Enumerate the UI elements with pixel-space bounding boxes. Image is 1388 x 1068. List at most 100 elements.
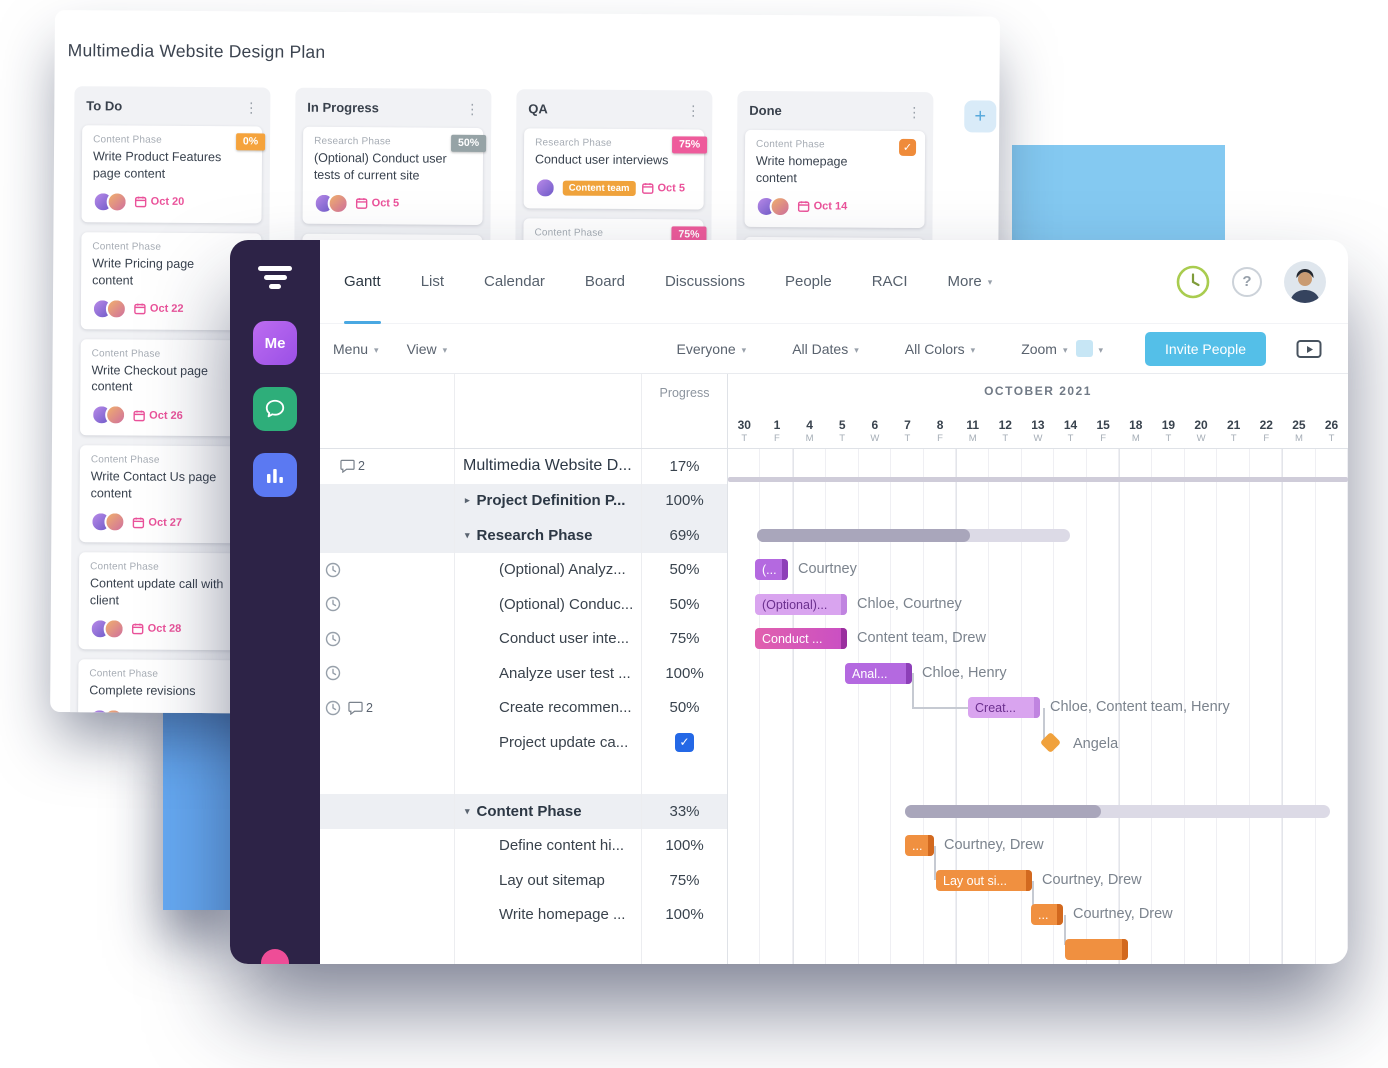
kanban-column-done: Done ⋮ Content Phase Write homepage cont…	[735, 90, 934, 331]
view-dropdown[interactable]: View	[407, 341, 448, 357]
card-phase-label: Content Phase	[90, 454, 160, 466]
task-progress: 100%	[665, 664, 704, 682]
sidebar-me-button[interactable]: Me	[253, 321, 297, 365]
clock-icon[interactable]	[325, 665, 341, 681]
tab-people[interactable]: People	[784, 273, 832, 290]
kanban-card[interactable]: Content Phase Write Pricing page content…	[80, 231, 262, 330]
due-date: Oct 28	[147, 622, 182, 636]
collapse-arrow-icon[interactable]	[465, 530, 470, 541]
collapse-arrow-icon[interactable]	[465, 495, 470, 506]
clock-icon[interactable]	[325, 700, 341, 716]
task-name: Lay out sitemap	[499, 871, 605, 889]
task-bar[interactable]: Anal...	[845, 663, 912, 684]
chevron-down-icon	[1057, 341, 1068, 357]
invite-people-button[interactable]: Invite People	[1145, 331, 1266, 366]
tab-discussions[interactable]: Discussions	[664, 273, 745, 290]
gantt-row-task[interactable]: Define content hi... 100%	[320, 828, 728, 863]
kanban-card[interactable]: Content Phase Write Checkout page conten…	[80, 338, 261, 437]
dependency-connector	[1032, 881, 1034, 911]
menu-dropdown[interactable]: Menu	[333, 341, 379, 357]
gantt-row-group[interactable]: Project Definition P... 100%	[320, 483, 728, 518]
gantt-row-task[interactable]: Lay out sitemap 75%	[320, 863, 728, 898]
task-bar[interactable]: ...	[1031, 904, 1063, 925]
due-date: Oct 14	[813, 200, 848, 213]
done-checkbox-icon	[899, 138, 917, 157]
user-avatar[interactable]	[1284, 260, 1326, 303]
people-filter-dropdown[interactable]: Everyone	[677, 341, 747, 357]
kanban-card[interactable]: 50% Research Phase (Optional) Conduct us…	[302, 126, 487, 225]
gantt-row-project[interactable]: 2 Multimedia Website D... 17%	[320, 449, 728, 484]
help-icon[interactable]: ?	[1232, 266, 1262, 297]
kanban-card[interactable]: Content Phase Write Contact Us page cont…	[79, 445, 260, 544]
gantt-row-task[interactable]: Project update ca...	[320, 725, 728, 760]
video-tutorial-icon[interactable]	[1296, 338, 1322, 360]
time-tracking-icon[interactable]	[1176, 265, 1210, 299]
calendar-icon	[134, 303, 146, 315]
colors-filter-dropdown[interactable]: All Colors	[905, 341, 975, 357]
zoom-dropdown[interactable]: Zoom	[1021, 340, 1103, 357]
clock-icon[interactable]	[325, 562, 341, 578]
gantt-row-task[interactable]: Write homepage ... 100%	[320, 897, 728, 932]
column-menu-icon[interactable]: ⋮	[465, 100, 480, 117]
avatar	[106, 191, 128, 213]
dates-filter-dropdown[interactable]: All Dates	[792, 341, 859, 357]
task-bar[interactable]: Creat...	[968, 697, 1040, 718]
column-menu-icon[interactable]: ⋮	[244, 98, 259, 115]
group-summary-bar[interactable]	[757, 529, 1070, 542]
calendar-icon	[131, 713, 143, 719]
dependency-connector	[1043, 708, 1045, 741]
task-checkbox[interactable]	[675, 732, 694, 752]
add-column-button[interactable]: +	[964, 100, 997, 133]
task-bar[interactable]	[1065, 939, 1128, 960]
sidebar-reports-button[interactable]	[253, 453, 297, 497]
tab-list[interactable]: List	[420, 273, 445, 290]
kanban-column-qa: QA ⋮ 75% Research Phase Conduct user int…	[514, 89, 713, 313]
gantt-row-task[interactable]: (Optional) Analyz... 50%	[320, 552, 728, 587]
card-title: (Optional) Conduct user tests of current…	[313, 150, 447, 183]
sidebar-chat-button[interactable]	[253, 387, 297, 431]
gantt-row-task[interactable]: 2 Create recommen... 50%	[320, 690, 728, 725]
sidebar-notification-dot[interactable]	[261, 949, 289, 964]
comments-indicator[interactable]: 2	[340, 459, 365, 473]
tab-gantt[interactable]: Gantt	[344, 240, 381, 324]
gantt-row-task[interactable]: (Optional) Conduc... 50%	[320, 587, 728, 622]
card-phase-label: Content Phase	[89, 668, 159, 680]
card-footer: Oct 28	[89, 618, 248, 640]
task-bar[interactable]: Lay out si...	[936, 870, 1032, 891]
gantt-app-window: Me Gantt List Calendar Board Discussions…	[230, 240, 1348, 964]
comments-indicator[interactable]: 2	[348, 701, 373, 715]
tab-raci[interactable]: RACI	[871, 273, 908, 290]
task-progress: 33%	[669, 802, 700, 820]
column-menu-icon[interactable]: ⋮	[686, 101, 701, 119]
tab-calendar[interactable]: Calendar	[484, 273, 545, 290]
tab-board[interactable]: Board	[584, 273, 625, 290]
app-logo-icon[interactable]	[258, 266, 292, 289]
day-cell: 20 W	[1194, 418, 1208, 444]
gantt-row-task[interactable]: Analyze user test ... 100%	[320, 656, 728, 691]
kanban-card[interactable]: 0% Content Phase Write Product Features …	[81, 125, 266, 224]
task-bar[interactable]: ...	[905, 835, 934, 856]
day-cell: 25 M	[1292, 418, 1306, 444]
task-name: (Optional) Conduc...	[499, 595, 634, 613]
gantt-row-task[interactable]: Conduct user inte... 75%	[320, 621, 728, 656]
task-bar[interactable]: (...	[755, 559, 788, 580]
gantt-row-group[interactable]: Content Phase 33%	[320, 794, 728, 829]
task-bar[interactable]: Conduct ...	[755, 628, 847, 649]
gantt-row-group[interactable]: Research Phase 69%	[320, 518, 728, 553]
tab-more[interactable]: More	[948, 240, 993, 323]
zoom-color-swatch[interactable]	[1075, 340, 1093, 357]
kanban-card[interactable]: Content Phase Content update call with c…	[78, 552, 260, 651]
calendar-icon	[355, 198, 368, 210]
card-phase-label: Content Phase	[93, 134, 162, 146]
task-bar[interactable]: (Optional)...	[755, 594, 847, 615]
column-menu-icon[interactable]: ⋮	[907, 103, 922, 120]
group-summary-bar[interactable]	[905, 805, 1330, 818]
clock-icon[interactable]	[325, 596, 341, 612]
kanban-card[interactable]: Content Phase Write homepage content Oct…	[744, 129, 926, 228]
collapse-arrow-icon[interactable]	[465, 806, 470, 817]
kanban-card[interactable]: 75% Research Phase Conduct user intervie…	[523, 128, 708, 210]
clock-icon[interactable]	[325, 631, 341, 647]
card-footer: Oct 5	[313, 192, 472, 215]
